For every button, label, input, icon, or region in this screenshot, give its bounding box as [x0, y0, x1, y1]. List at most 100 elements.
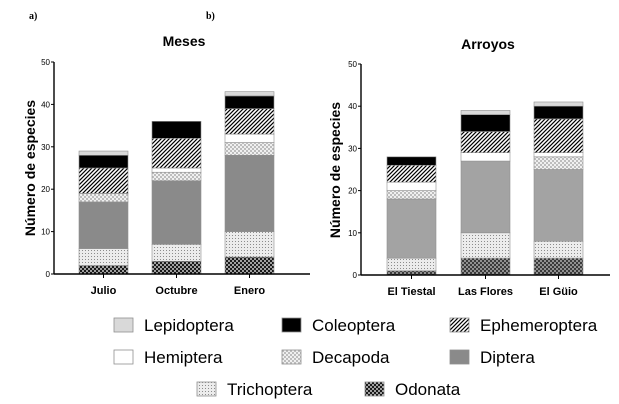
axes: 0 10 20 30 40 50 El Tiestal Las Flores El Güio	[348, 60, 610, 298]
bar-stack-el-tiestal	[386, 156, 437, 276]
legend-label: Trichoptera	[227, 380, 313, 399]
bar-segment-hemiptera	[386, 181, 437, 191]
y-tick-label: 20	[348, 187, 357, 196]
x-tick-label: Julio	[91, 285, 117, 297]
legend-label: Diptera	[480, 348, 535, 367]
bar-segment-ephemeroptera	[151, 138, 202, 169]
legend-swatch	[449, 317, 470, 333]
bar-segment-coleoptera	[151, 121, 202, 139]
y-tick-label: 0	[353, 271, 358, 280]
legend-swatch	[281, 317, 302, 333]
bar-segment-odonata	[78, 265, 129, 275]
bar-segment-coleoptera	[224, 95, 275, 109]
x-tick-label: Las Flores	[458, 286, 513, 298]
legend-swatch	[196, 381, 217, 397]
legend-item-coleoptera: Coleoptera	[281, 316, 396, 335]
legend-swatch	[113, 317, 134, 333]
panel-letter-a: a)	[29, 11, 37, 22]
bar-segment-diptera	[151, 180, 202, 245]
y-tick-label: 20	[41, 185, 50, 194]
bar-segment-diptera	[460, 160, 511, 234]
panel-letter-b: b)	[206, 11, 215, 22]
y-tick-label: 50	[348, 60, 357, 69]
bar-stack-enero	[224, 91, 275, 275]
legend-label: Ephemeroptera	[480, 316, 598, 335]
legend-item-hemiptera: Hemiptera	[113, 348, 223, 367]
legend: Lepidoptera Coleoptera Ephemeroptera Hemipt…	[113, 316, 598, 399]
y-tick-label: 40	[41, 100, 50, 109]
bar-segment-trichoptera	[533, 240, 584, 259]
bar-segment-diptera	[224, 154, 275, 232]
bar-segment-coleoptera	[386, 156, 437, 166]
chart-title: Meses	[163, 33, 206, 49]
bar-segment-trichoptera	[78, 248, 129, 266]
bar-stack-las-flores	[460, 110, 511, 276]
y-tick-label: 10	[348, 229, 357, 238]
legend-label: Coleoptera	[312, 316, 396, 335]
bar-segment-decapoda	[533, 156, 584, 170]
y-axis-label: Número de especies	[327, 102, 343, 238]
bar-segment-decapoda	[78, 193, 129, 203]
legend-label: Odonata	[395, 380, 461, 399]
bar-segment-coleoptera	[78, 154, 129, 169]
bar-stack-el-güio	[533, 101, 584, 276]
bar-segment-odonata	[151, 260, 202, 275]
y-tick-label: 30	[41, 143, 50, 152]
legend-label: Decapoda	[312, 348, 390, 367]
legend-item-odonata: Odonata	[364, 380, 461, 399]
bar-segment-ephemeroptera	[533, 118, 584, 153]
bar-segment-lepidoptera	[224, 91, 275, 97]
bar-segment-hemiptera	[151, 167, 202, 173]
legend-item-ephemeroptera: Ephemeroptera	[449, 316, 598, 335]
bar-segment-ephemeroptera	[224, 108, 275, 135]
bar-segment-trichoptera	[386, 257, 437, 272]
bar-segment-ephemeroptera	[386, 164, 437, 183]
bar-segment-coleoptera	[460, 114, 511, 132]
bar-segment-hemiptera	[224, 133, 275, 143]
chart-meses: Meses Número de especies 0 10 20 30 40 50 Juli…	[22, 33, 310, 297]
y-tick-label: 30	[348, 144, 357, 153]
x-tick-label: Enero	[234, 285, 265, 297]
y-tick-label: 10	[41, 228, 50, 237]
bar-stack-octubre	[151, 121, 202, 275]
bar-segment-diptera	[386, 198, 437, 259]
bar-segment-hemiptera	[533, 152, 584, 158]
x-tick-label: Octubre	[155, 285, 197, 297]
bar-segment-trichoptera	[460, 232, 511, 259]
bar-segment-decapoda	[151, 171, 202, 182]
bar-segment-ephemeroptera	[78, 167, 129, 194]
axes: 0 10 20 30 40 50 Julio Octubre Enero	[41, 58, 310, 297]
bar-segment-decapoda	[386, 190, 437, 200]
bar-segment-diptera	[533, 169, 584, 242]
legend-item-lepidoptera: Lepidoptera	[113, 316, 234, 335]
bar-segment-lepidoptera	[533, 101, 584, 107]
bar-segment-lepidoptera	[78, 150, 129, 156]
bars	[78, 91, 275, 275]
bar-segment-hemiptera	[460, 152, 511, 162]
legend-swatch	[449, 349, 470, 365]
bar-stack-julio	[78, 150, 129, 275]
chart-arroyos: Arroyos Número de especies 0 10 20 30 40 50 El…	[327, 36, 610, 298]
legend-swatch	[364, 381, 385, 397]
bar-segment-odonata	[224, 256, 275, 275]
bars	[386, 101, 584, 276]
bar-segment-trichoptera	[224, 231, 275, 258]
bar-segment-coleoptera	[533, 105, 584, 120]
legend-label: Lepidoptera	[144, 316, 234, 335]
y-axis-label: Número de especies	[22, 100, 38, 236]
y-tick-label: 0	[46, 270, 51, 279]
bar-segment-odonata	[460, 257, 511, 276]
y-tick-label: 40	[348, 102, 357, 111]
bar-segment-ephemeroptera	[460, 131, 511, 153]
legend-label: Hemiptera	[144, 348, 223, 367]
legend-swatch	[113, 349, 134, 365]
bar-segment-trichoptera	[151, 244, 202, 262]
bar-segment-lepidoptera	[460, 110, 511, 115]
bar-segment-decapoda	[224, 142, 275, 156]
y-tick-label: 50	[41, 58, 50, 67]
bar-segment-diptera	[78, 201, 129, 249]
x-tick-label: El Tiestal	[387, 286, 435, 298]
chart-title: Arroyos	[461, 36, 515, 52]
x-tick-label: El Güio	[539, 286, 578, 298]
